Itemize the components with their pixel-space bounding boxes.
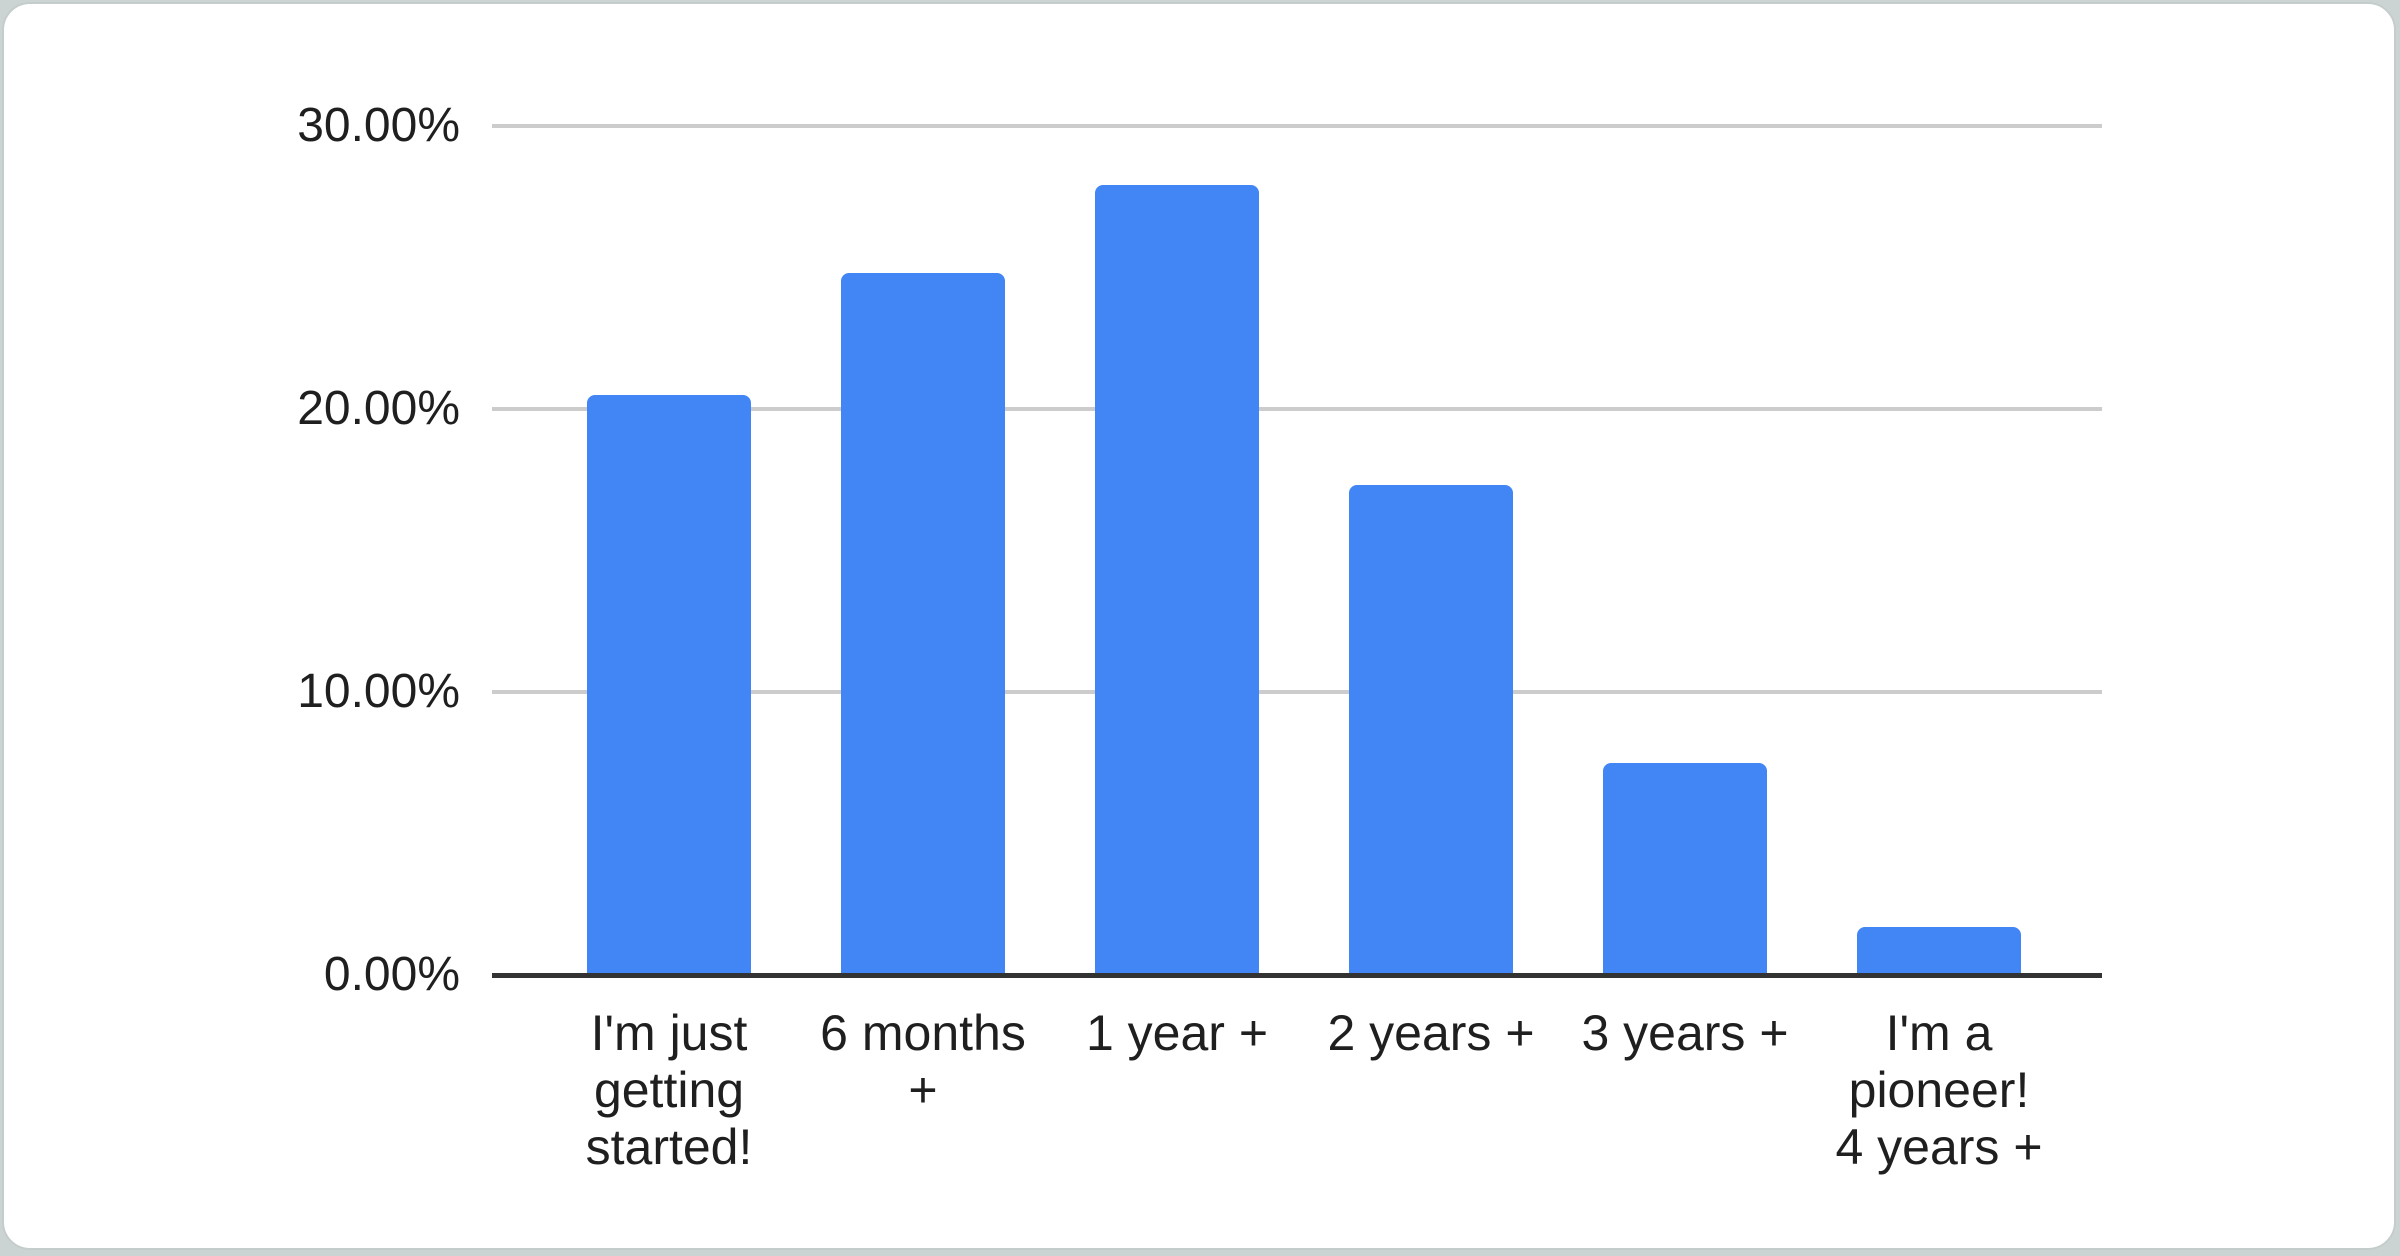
bar-3[interactable]: [1095, 185, 1259, 975]
y-axis-tick-label: 10.00%: [297, 665, 460, 718]
bar-chart: 0.00% 10.00% 20.00% 30.00% I'm just getting …: [4, 4, 2394, 1248]
bar-4[interactable]: [1349, 485, 1513, 975]
bar-6[interactable]: [1857, 926, 2021, 975]
x-axis-category-label: 6 months +: [820, 1005, 1026, 1118]
bar-1[interactable]: [587, 394, 751, 975]
gridline-10pct: [492, 690, 2102, 694]
x-axis-category-label: 1 year +: [1085, 1005, 1269, 1061]
x-axis-line: [492, 973, 2102, 978]
y-axis-tick-label: 30.00%: [297, 99, 460, 152]
bar-2[interactable]: [841, 273, 1005, 975]
x-axis-category-label: I'm just getting started!: [585, 1005, 753, 1175]
y-axis-tick-label: 0.00%: [323, 948, 460, 1001]
gridline-30pct: [492, 124, 2102, 128]
x-axis-category-label: 3 years +: [1581, 1005, 1789, 1061]
plot-area: [492, 124, 2102, 978]
x-axis-category-label: 2 years +: [1327, 1005, 1535, 1061]
gridline-20pct: [492, 407, 2102, 411]
x-axis-category-label: I'm a pioneer! 4 years +: [1835, 1005, 2043, 1175]
y-axis-tick-label: 20.00%: [297, 382, 460, 435]
bar-5[interactable]: [1603, 762, 1767, 975]
